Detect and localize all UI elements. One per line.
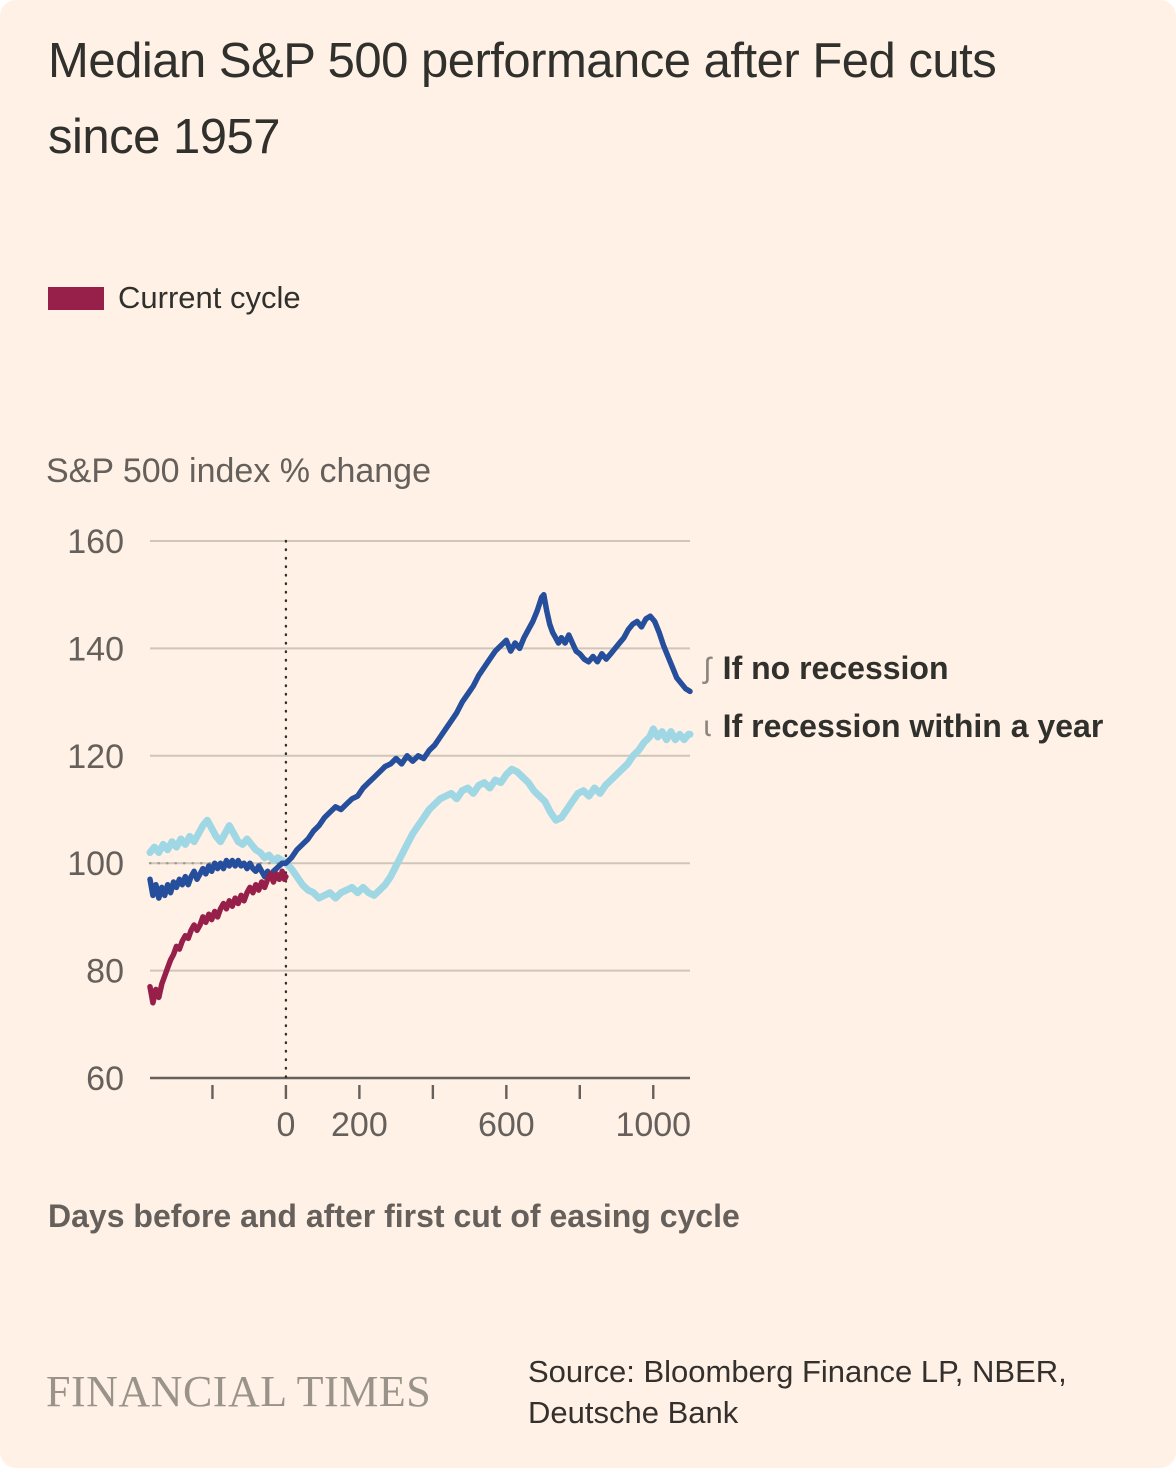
y-tick-label: 120 [67, 738, 124, 776]
legend-swatch-current-cycle [48, 286, 104, 310]
source-credit: Source: Bloomberg Finance LP, NBER, Deut… [528, 1354, 1067, 1430]
y-tick-label: 80 [86, 953, 124, 991]
annotation-no-recession: ʃ If no recession [704, 648, 1164, 688]
annotation-recession-within-year: ɩ If recession within a year [704, 706, 1164, 746]
series-line-current-cycle [147, 868, 289, 1006]
legend-label: Current cycle [118, 280, 301, 315]
page-title: Median S&P 500 performance after Fed cut… [48, 34, 997, 164]
chart-canvas: 60 80 100 120 140 160 0 200 600 1000 [0, 500, 760, 1180]
series-line-if-recession-within-a-year [146, 725, 694, 902]
y-tick-label: 60 [86, 1060, 124, 1098]
x-axis-caption: Days before and after first cut of easin… [48, 1198, 740, 1234]
legend: Current cycle [48, 280, 301, 316]
x-tick-label: 600 [478, 1106, 535, 1144]
annotation-pointer-icon: ʃ [704, 652, 711, 685]
y-tick-label: 140 [67, 630, 124, 668]
financial-times-logo: FINANCIAL TIMES [46, 1367, 432, 1416]
x-tick-label: 1000 [615, 1106, 691, 1144]
x-tick-label: 0 [276, 1106, 295, 1144]
y-axis-title: S&P 500 index % change [46, 452, 431, 490]
annotation-label: If no recession [722, 650, 949, 686]
y-tick-label: 160 [67, 523, 124, 561]
y-tick-label: 100 [67, 845, 124, 883]
chart-svg: 60 80 100 120 140 160 0 200 600 1000 [67, 523, 694, 1144]
annotation-label: If recession within a year [722, 708, 1104, 744]
x-tick-label: 200 [331, 1106, 388, 1144]
series-line-if-no-recession [147, 591, 693, 901]
annotation-pointer-icon: ɩ [704, 710, 711, 743]
